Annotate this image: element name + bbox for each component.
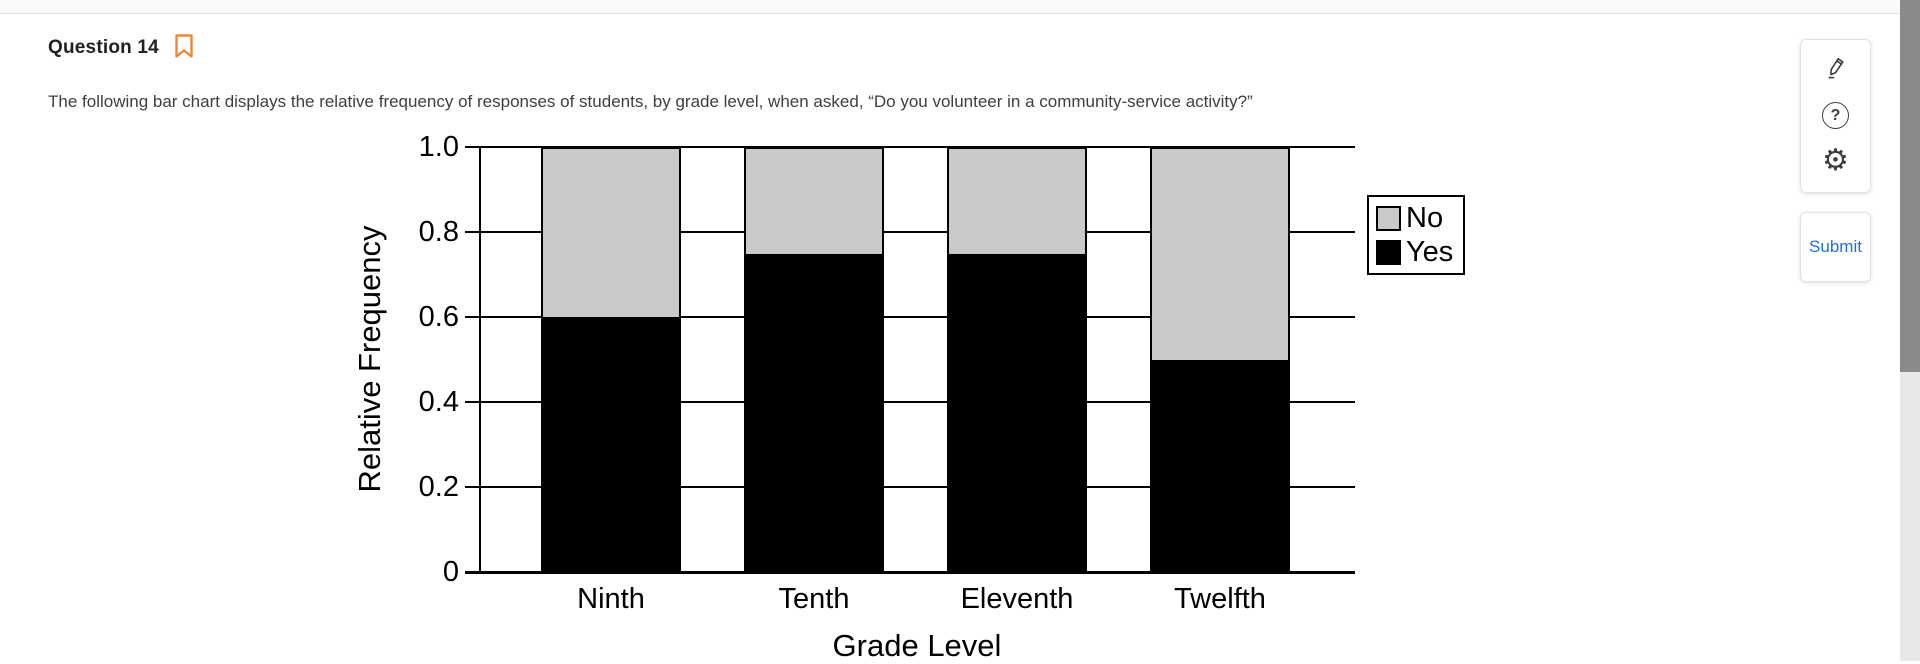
legend-swatch-no: [1376, 205, 1401, 231]
bar-segment-yes: [1152, 359, 1288, 570]
legend-swatch-yes: [1376, 239, 1401, 265]
question-header: Question 14: [48, 33, 195, 62]
bar-segment-yes: [949, 254, 1085, 570]
legend-label: Yes: [1406, 236, 1454, 268]
legend-label: No: [1406, 202, 1444, 234]
top-bar: [0, 0, 1920, 14]
pen-annotate-button[interactable]: [1817, 52, 1855, 90]
xtick-label-eleventh: Eleventh: [960, 583, 1074, 615]
ytick-label: 1.0: [418, 131, 459, 163]
bookmark-button[interactable]: [173, 33, 195, 62]
submit-button[interactable]: Submit: [1809, 237, 1862, 256]
gridline-y0.2: [465, 486, 1355, 488]
ytick-label: 0.4: [418, 386, 459, 418]
bar-twelfth: [1150, 147, 1290, 572]
xtick-label-ninth: Ninth: [577, 583, 645, 615]
bar-segment-no: [949, 149, 1085, 255]
bar-ninth: [541, 147, 681, 572]
gridline-y0.6: [465, 316, 1355, 318]
xtick-label-tenth: Tenth: [778, 583, 850, 615]
bar-eleventh: [947, 147, 1087, 572]
bar-segment-yes: [543, 317, 679, 570]
bar-segment-no: [746, 149, 882, 255]
gridline-y1.0: [465, 146, 1355, 148]
bar-tenth: [744, 147, 884, 572]
y-axis-title: Relative Frequency: [352, 225, 387, 493]
settings-button[interactable]: ⚙: [1817, 142, 1855, 180]
question-title: Question 14: [48, 36, 159, 58]
question-text: The following bar chart displays the rel…: [48, 92, 1253, 111]
bookmark-icon: [173, 33, 195, 62]
ytick-label: 0.6: [418, 301, 459, 333]
y-axis: [479, 147, 481, 574]
chart-legend: No Yes: [1367, 195, 1465, 275]
bar-segment-no: [543, 149, 679, 318]
ytick-label: 0: [442, 556, 459, 588]
xtick-label-twelfth: Twelfth: [1174, 583, 1266, 615]
x-axis: [465, 571, 1355, 574]
bar-segment-no: [1152, 149, 1288, 360]
pen-annotate-icon: [1821, 54, 1851, 87]
submit-panel: Submit: [1800, 212, 1871, 282]
legend-entry-yes: Yes: [1376, 235, 1463, 269]
ytick-label: 0.8: [418, 216, 459, 248]
gridline-y0.4: [465, 401, 1355, 403]
x-axis-title: Grade Level: [832, 628, 1002, 663]
bar-segment-yes: [746, 254, 882, 570]
help-button[interactable]: ?: [1817, 97, 1855, 135]
settings-gear-icon: ⚙: [1822, 144, 1849, 178]
gridline-y0.8: [465, 231, 1355, 233]
legend-entry-no: No: [1376, 201, 1463, 235]
help-icon: ?: [1822, 102, 1849, 130]
ytick-label: 0.2: [418, 471, 459, 503]
tool-panel: ? ⚙: [1800, 39, 1871, 193]
scrollbar-thumb[interactable]: [1900, 0, 1920, 372]
